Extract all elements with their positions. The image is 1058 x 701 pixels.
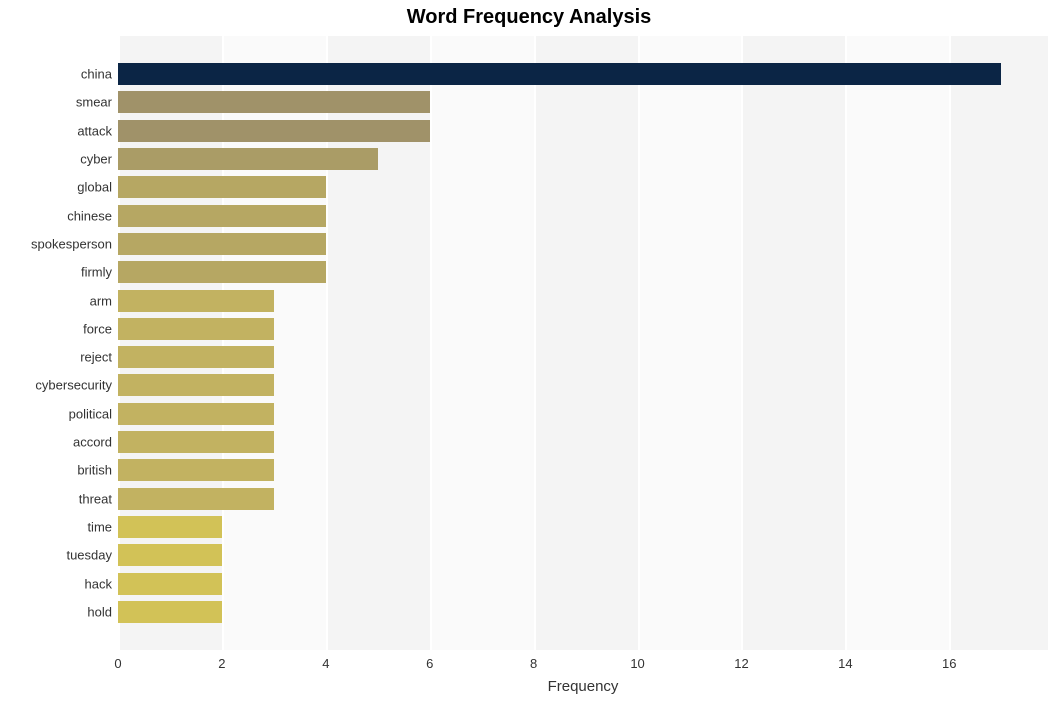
x-tick-label: 14 [838, 650, 852, 671]
grid-band [741, 36, 845, 650]
grid-line [638, 36, 640, 650]
y-tick-label: british [77, 463, 118, 478]
x-tick-label: 6 [426, 650, 433, 671]
y-tick-label: firmly [81, 265, 118, 280]
y-tick-label: cybersecurity [35, 378, 118, 393]
x-tick-label: 16 [942, 650, 956, 671]
y-tick-label: accord [73, 435, 118, 450]
grid-band [949, 36, 1048, 650]
x-tick-label: 4 [322, 650, 329, 671]
x-tick-label: 8 [530, 650, 537, 671]
y-tick-label: cyber [80, 152, 118, 167]
y-tick-label: smear [76, 95, 118, 110]
grid-band [638, 36, 742, 650]
x-tick-label: 10 [630, 650, 644, 671]
bar [118, 601, 222, 623]
y-tick-label: spokesperson [31, 236, 118, 251]
y-tick-label: time [87, 519, 118, 534]
bar [118, 573, 222, 595]
bar [118, 318, 274, 340]
grid-line [534, 36, 536, 650]
x-tick-label: 2 [218, 650, 225, 671]
y-tick-label: tuesday [66, 548, 118, 563]
chart-title: Word Frequency Analysis [0, 6, 1058, 29]
bar [118, 176, 326, 198]
x-tick-label: 0 [114, 650, 121, 671]
y-tick-label: chinese [67, 208, 118, 223]
bar [118, 233, 326, 255]
bar [118, 544, 222, 566]
grid-line [741, 36, 743, 650]
grid-line [845, 36, 847, 650]
bar [118, 205, 326, 227]
grid-band [534, 36, 638, 650]
chart-container: Word Frequency Analysis 0246810121416chi… [0, 0, 1058, 701]
bar [118, 374, 274, 396]
y-tick-label: reject [80, 350, 118, 365]
bar [118, 346, 274, 368]
y-tick-label: global [77, 180, 118, 195]
x-axis-label: Frequency [118, 678, 1048, 695]
bar [118, 431, 274, 453]
bar [118, 488, 274, 510]
bar [118, 91, 430, 113]
y-tick-label: arm [90, 293, 118, 308]
grid-line [430, 36, 432, 650]
bar [118, 403, 274, 425]
bar [118, 516, 222, 538]
y-tick-label: political [69, 406, 118, 421]
bar [118, 459, 274, 481]
grid-band [845, 36, 949, 650]
bar [118, 120, 430, 142]
grid-band [430, 36, 534, 650]
y-tick-label: hold [87, 604, 118, 619]
y-tick-label: china [81, 67, 118, 82]
grid-line [949, 36, 951, 650]
x-tick-label: 12 [734, 650, 748, 671]
y-tick-label: attack [77, 123, 118, 138]
y-tick-label: threat [79, 491, 118, 506]
bar [118, 148, 378, 170]
bar [118, 261, 326, 283]
plot-area: 0246810121416chinasmearattackcyberglobal… [118, 36, 1048, 650]
bar [118, 290, 274, 312]
bar [118, 63, 1001, 85]
y-tick-label: hack [85, 576, 118, 591]
y-tick-label: force [83, 321, 118, 336]
